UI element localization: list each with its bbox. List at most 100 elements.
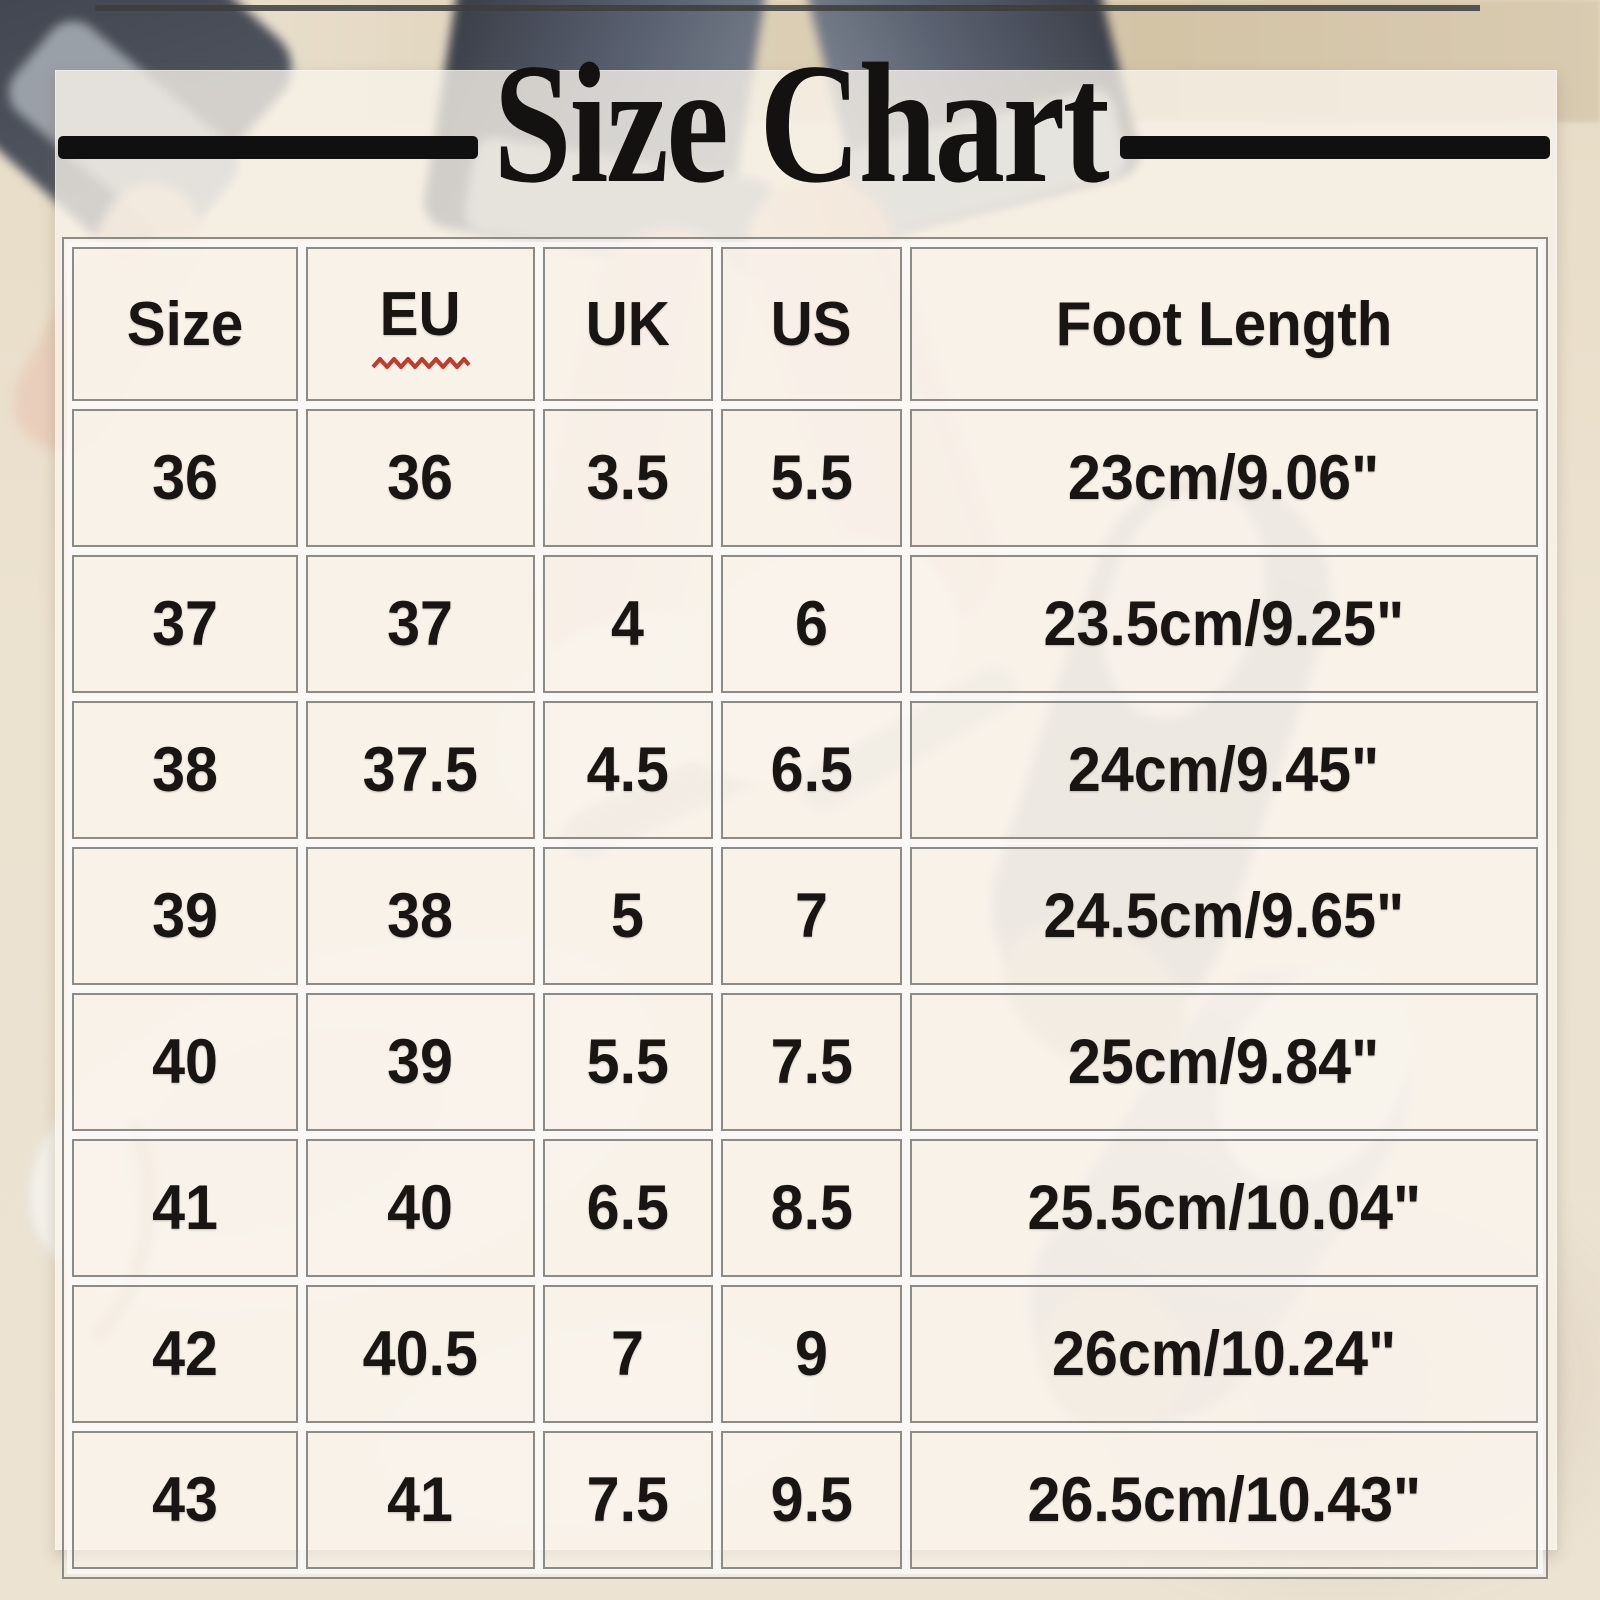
table-row: 40 39 5.5 7.5 25cm/9.84" xyxy=(72,993,1538,1131)
cell-value: 37.5 xyxy=(362,735,479,805)
cell-uk: 4 xyxy=(543,555,713,693)
header-foot-length: Foot Length xyxy=(910,247,1538,401)
cell-value: 7.5 xyxy=(770,1027,853,1097)
cell-value: 36 xyxy=(387,443,454,513)
cell-size: 43 xyxy=(72,1431,298,1569)
cell-uk: 6.5 xyxy=(543,1139,713,1277)
cell-value: 42 xyxy=(152,1319,218,1389)
cell-eu: 40.5 xyxy=(306,1285,535,1423)
cell-uk: 4.5 xyxy=(543,701,713,839)
header-label: Size xyxy=(126,289,244,359)
cell-eu: 41 xyxy=(306,1431,535,1569)
cell-value: 41 xyxy=(387,1465,454,1535)
cell-us: 6 xyxy=(721,555,902,693)
size-chart-table: Size EU UK US Foot Length 36 36 3.5 5.5 23cm/9.0… xyxy=(62,237,1548,1579)
cell-value: 23.5cm/9.25" xyxy=(1043,589,1405,659)
cell-value: 5.5 xyxy=(770,443,853,513)
cell-size: 42 xyxy=(72,1285,298,1423)
cell-value: 9.5 xyxy=(770,1465,853,1535)
cell-foot-length: 25.5cm/10.04" xyxy=(910,1139,1538,1277)
cell-uk: 5.5 xyxy=(543,993,713,1131)
cell-value: 9 xyxy=(795,1319,828,1389)
header-label: UK xyxy=(585,289,671,359)
cell-uk: 3.5 xyxy=(543,409,713,547)
cell-eu: 40 xyxy=(306,1139,535,1277)
header-label: Foot Length xyxy=(1055,289,1393,359)
cell-value: 25cm/9.84" xyxy=(1068,1027,1380,1097)
cell-value: 24.5cm/9.65" xyxy=(1043,881,1405,951)
cell-value: 4.5 xyxy=(586,735,670,805)
cell-size: 38 xyxy=(72,701,298,839)
cell-value: 24cm/9.45" xyxy=(1068,735,1380,805)
cell-us: 6.5 xyxy=(721,701,902,839)
spellcheck-squiggle-icon xyxy=(370,356,471,369)
cell-value: 7 xyxy=(611,1319,645,1389)
cell-value: 40.5 xyxy=(362,1319,479,1389)
header-us: US xyxy=(721,247,902,401)
cell-uk: 7.5 xyxy=(543,1431,713,1569)
cell-value: 26.5cm/10.43" xyxy=(1027,1465,1421,1535)
cell-value: 25.5cm/10.04" xyxy=(1027,1173,1421,1243)
cell-foot-length: 25cm/9.84" xyxy=(910,993,1538,1131)
page-title: Size Chart xyxy=(493,29,1109,219)
table-body: 36 36 3.5 5.5 23cm/9.06" 37 37 4 6 23.5cm/9.25" 38… xyxy=(72,409,1538,1569)
cell-us: 5.5 xyxy=(721,409,902,547)
cell-eu: 36 xyxy=(306,409,535,547)
cell-us: 9 xyxy=(721,1285,902,1423)
cell-uk: 5 xyxy=(543,847,713,985)
cell-value: 36 xyxy=(152,443,218,513)
cell-value: 6.5 xyxy=(586,1173,670,1243)
title-rule-left xyxy=(58,136,478,159)
cell-size: 40 xyxy=(72,993,298,1131)
cell-eu: 37 xyxy=(306,555,535,693)
cell-value: 5.5 xyxy=(586,1027,670,1097)
cell-value: 43 xyxy=(152,1465,218,1535)
table-row: 43 41 7.5 9.5 26.5cm/10.43" xyxy=(72,1431,1538,1569)
cell-value: 8.5 xyxy=(770,1173,853,1243)
cell-eu: 39 xyxy=(306,993,535,1131)
cell-us: 7 xyxy=(721,847,902,985)
table-row: 37 37 4 6 23.5cm/9.25" xyxy=(72,555,1538,693)
cell-value: 7 xyxy=(795,881,828,951)
table-row: 42 40.5 7 9 26cm/10.24" xyxy=(72,1285,1538,1423)
cell-value: 6 xyxy=(795,589,828,659)
header-size: Size xyxy=(72,247,298,401)
cell-eu: 38 xyxy=(306,847,535,985)
cell-foot-length: 23.5cm/9.25" xyxy=(910,555,1538,693)
cell-size: 37 xyxy=(72,555,298,693)
cell-value: 37 xyxy=(387,589,454,659)
table-row: 38 37.5 4.5 6.5 24cm/9.45" xyxy=(72,701,1538,839)
header-uk: UK xyxy=(543,247,713,401)
header-label: EU xyxy=(380,279,461,349)
header-label: US xyxy=(771,289,852,359)
table-row: 39 38 5 7 24.5cm/9.65" xyxy=(72,847,1538,985)
cell-foot-length: 26.5cm/10.43" xyxy=(910,1431,1538,1569)
table-row: 41 40 6.5 8.5 25.5cm/10.04" xyxy=(72,1139,1538,1277)
top-edge-line xyxy=(95,5,1480,11)
header-eu: EU xyxy=(306,247,535,401)
cell-eu: 37.5 xyxy=(306,701,535,839)
header-row: Size EU UK US Foot Length xyxy=(72,247,1538,401)
cell-value: 4 xyxy=(611,589,645,659)
cell-value: 38 xyxy=(152,735,218,805)
cell-value: 7.5 xyxy=(586,1465,670,1535)
table-header: Size EU UK US Foot Length xyxy=(72,247,1538,401)
cell-value: 3.5 xyxy=(586,443,670,513)
cell-value: 38 xyxy=(387,881,454,951)
cell-foot-length: 26cm/10.24" xyxy=(910,1285,1538,1423)
cell-value: 23cm/9.06" xyxy=(1068,443,1380,513)
cell-value: 6.5 xyxy=(770,735,853,805)
table-row: 36 36 3.5 5.5 23cm/9.06" xyxy=(72,409,1538,547)
cell-size: 39 xyxy=(72,847,298,985)
cell-foot-length: 24cm/9.45" xyxy=(910,701,1538,839)
title-rule-right xyxy=(1120,136,1550,159)
cell-uk: 7 xyxy=(543,1285,713,1423)
cell-size: 41 xyxy=(72,1139,298,1277)
cell-value: 41 xyxy=(152,1173,218,1243)
cell-us: 8.5 xyxy=(721,1139,902,1277)
cell-value: 5 xyxy=(611,881,645,951)
cell-value: 39 xyxy=(387,1027,454,1097)
cell-value: 40 xyxy=(387,1173,454,1243)
cell-size: 36 xyxy=(72,409,298,547)
